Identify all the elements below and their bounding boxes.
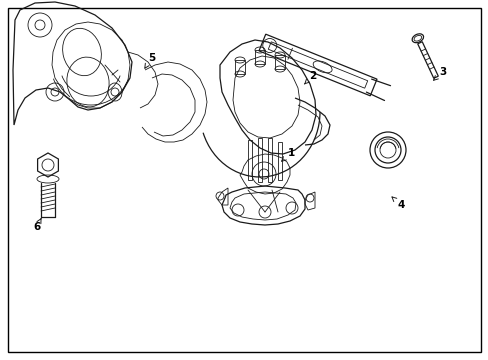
Text: 1: 1 (281, 148, 294, 161)
Text: 6: 6 (33, 219, 41, 232)
Text: 5: 5 (144, 53, 155, 68)
Text: 2: 2 (304, 71, 316, 84)
Text: 4: 4 (391, 197, 404, 210)
Text: 3: 3 (433, 67, 445, 80)
